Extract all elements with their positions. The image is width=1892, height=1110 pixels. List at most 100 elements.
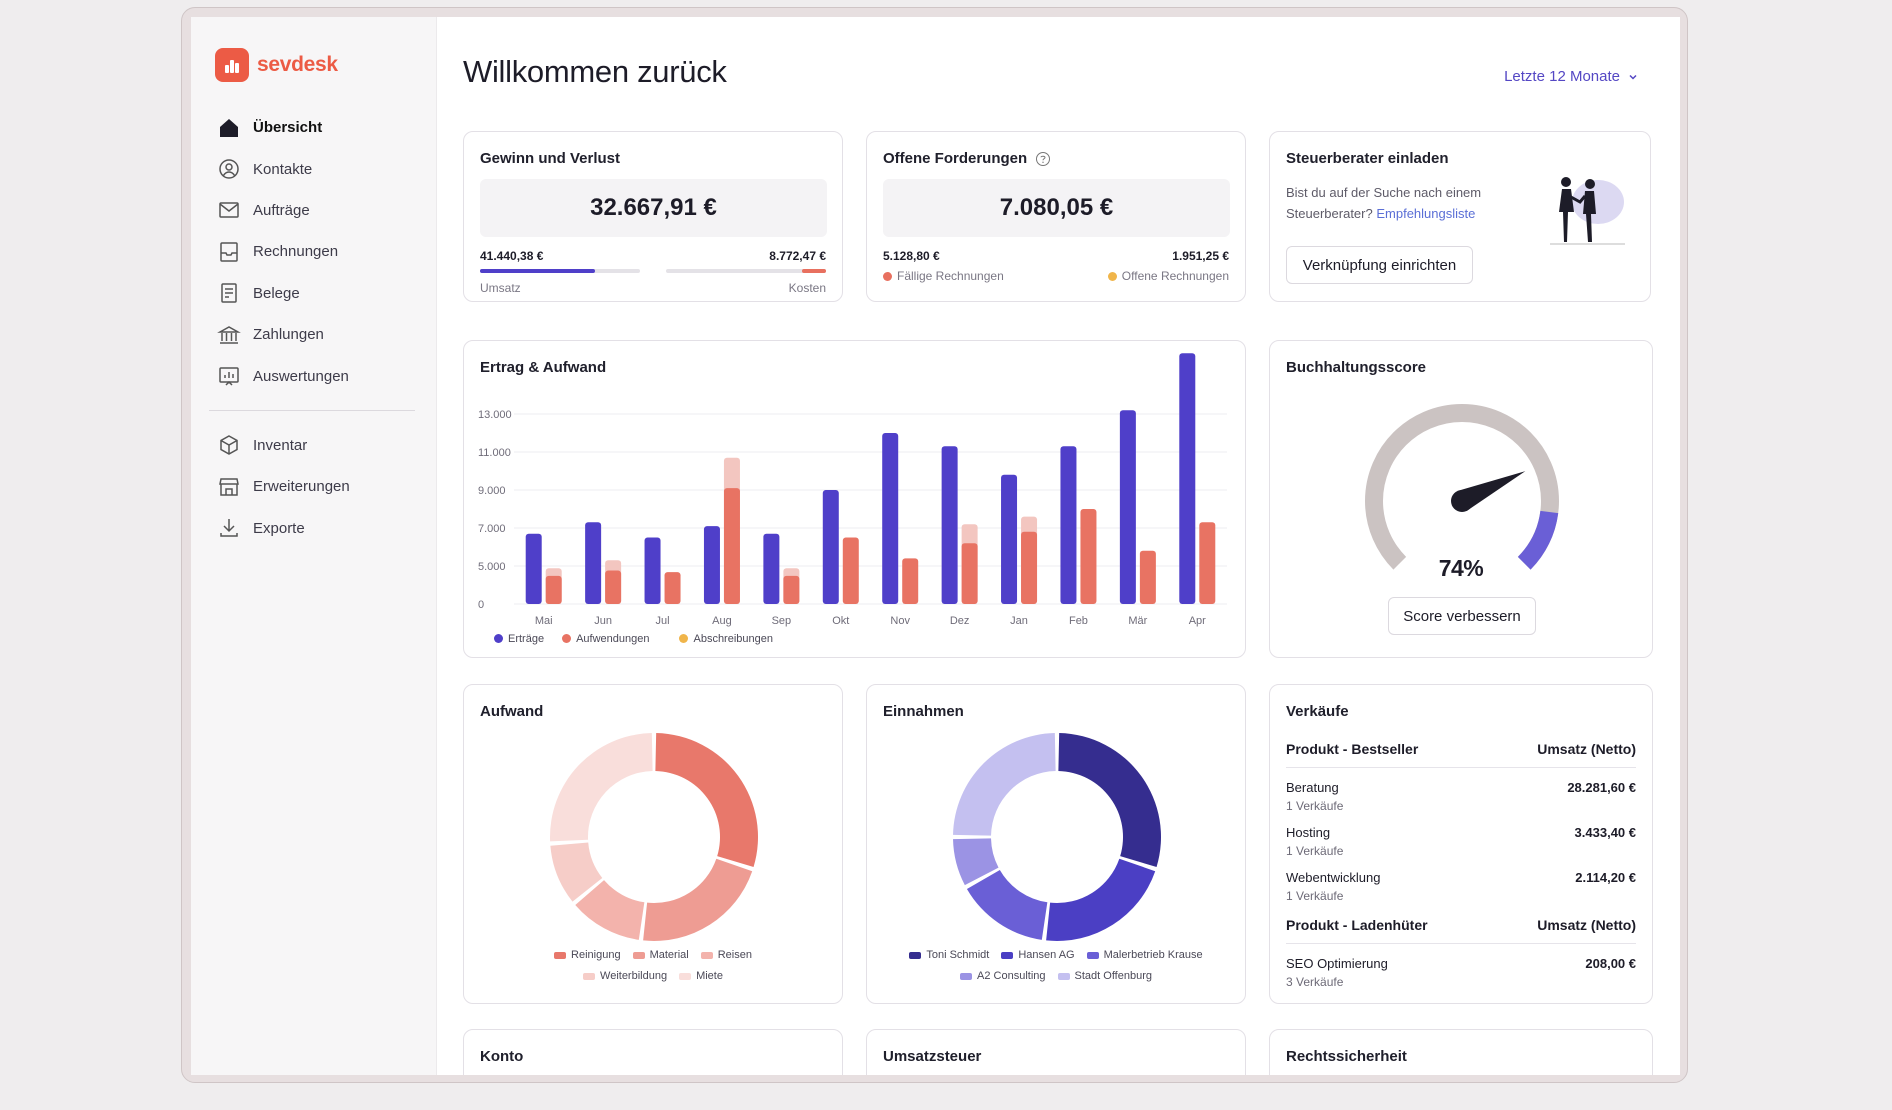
card-buchhaltungsscore: Buchhaltungsscore 74% Score verbessern — [1269, 340, 1653, 658]
logo-text: sevdesk — [257, 53, 338, 76]
legend-label: Hansen AG — [1018, 949, 1075, 961]
sidebar-item-kontakte[interactable]: Kontakte — [217, 148, 427, 189]
receipt-icon — [221, 283, 237, 303]
legend-label: A2 Consulting — [977, 970, 1046, 982]
bar-aufwendungen — [783, 575, 800, 604]
sidebar-item-label: Erweiterungen — [253, 478, 350, 496]
bar-ertraege — [644, 537, 661, 604]
card-verkaeufe: Verkäufe Produkt - Bestseller Umsatz (Ne… — [1269, 684, 1653, 1004]
legend-item-ertraege: Erträge — [494, 633, 544, 645]
ladenhueter-header-label: Produkt - Ladenhüter — [1286, 917, 1428, 933]
bar-aufwendungen — [1199, 522, 1216, 604]
home-icon — [220, 118, 238, 137]
red-dot-icon — [883, 272, 892, 281]
sidebar: sevdesk Übersicht Kontakte Aufträge Rech… — [191, 17, 437, 1075]
sidebar-item-auftraege[interactable]: Aufträge — [217, 190, 427, 231]
legend-item: Reisen — [700, 949, 752, 961]
contacts-icon — [219, 159, 239, 179]
sidebar-item-erweiterungen[interactable]: Erweiterungen — [217, 466, 427, 507]
red-dot-icon — [562, 634, 572, 643]
sidebar-item-inventar[interactable]: Inventar — [217, 425, 427, 466]
empfehlungsliste-link[interactable]: Empfehlungsliste — [1376, 206, 1476, 221]
swatch-icon — [1057, 973, 1070, 980]
score-verbessern-button[interactable]: Score verbessern — [1388, 597, 1536, 635]
logo-mark-icon — [215, 48, 249, 82]
product-name: Beratung — [1286, 780, 1339, 795]
product-sales: 1 Verkäufe — [1286, 889, 1344, 903]
umsatz-label: Umsatz — [480, 281, 521, 295]
steuerberater-text-2: Steuerberater? — [1286, 206, 1373, 221]
list-item[interactable]: Beratung 1 Verkäufe 28.281,60 € — [1286, 780, 1636, 813]
legend-item: Toni Schmidt — [909, 949, 989, 961]
sidebar-item-uebersicht[interactable]: Übersicht — [217, 107, 427, 148]
chevron-down-icon — [1629, 74, 1637, 80]
box-icon — [220, 435, 238, 456]
card-title: Konto — [480, 1048, 524, 1065]
list-item[interactable]: Webentwicklung 1 Verkäufe 2.114,20 € — [1286, 870, 1636, 903]
y-tick-label: 5.000 — [478, 561, 506, 573]
card-offene-forderungen: Offene Forderungen 7.080,05 € 5.128,80 €… — [866, 131, 1246, 302]
sidebar-item-label: Rechnungen — [253, 243, 339, 261]
product-revenue: 28.281,60 € — [1567, 780, 1636, 795]
x-tick-label: Mär — [1128, 615, 1147, 627]
kosten-bar-fill — [802, 269, 826, 273]
product-sales: 1 Verkäufe — [1286, 844, 1344, 858]
bar-aufwendungen — [605, 570, 622, 604]
sidebar-item-zahlungen[interactable]: Zahlungen — [217, 314, 427, 355]
list-item[interactable]: Hosting 1 Verkäufe 3.433,40 € — [1286, 825, 1636, 858]
orange-dot-icon — [1107, 272, 1117, 281]
sidebar-item-auswertungen[interactable]: Auswertungen — [217, 355, 427, 396]
card-title: Buchhaltungsscore — [1286, 359, 1427, 376]
card-title: Steuerberater einladen — [1286, 150, 1449, 167]
bar-ertraege — [1119, 410, 1136, 604]
bar-ertraege — [585, 522, 602, 604]
bar-ertraege — [1060, 446, 1077, 604]
sidebar-item-belege[interactable]: Belege — [217, 273, 427, 314]
ladenhueter-header: Produkt - Ladenhüter Umsatz (Netto) — [1286, 917, 1636, 933]
sidebar-item-label: Belege — [253, 284, 300, 302]
card-aufwand: Aufwand Reinigung Material Reisen Weiter… — [463, 684, 843, 1004]
card-title: Gewinn und Verlust — [480, 150, 621, 167]
umsatz-bar-fill — [480, 269, 596, 273]
logo[interactable]: sevdesk — [215, 48, 338, 82]
help-icon[interactable] — [1035, 151, 1051, 167]
bar-aufwendungen — [902, 558, 919, 604]
x-tick-label: Jan — [1010, 615, 1028, 627]
sidebar-item-rechnungen[interactable]: Rechnungen — [217, 231, 427, 272]
bar-ertraege — [1001, 474, 1018, 604]
x-tick-label: Okt — [832, 615, 849, 627]
donut-slice — [966, 870, 1048, 940]
x-tick-label: Aug — [712, 615, 732, 627]
y-tick-label: 13.000 — [478, 409, 512, 421]
x-tick-label: Dez — [950, 615, 970, 627]
swatch-icon — [1086, 952, 1099, 959]
bar-ertraege — [822, 490, 839, 604]
donut-slice — [1046, 858, 1156, 941]
legend-label: Abschreibungen — [693, 633, 773, 645]
invoice-icon — [220, 242, 238, 262]
card-rechtssicherheit: Rechtssicherheit — [1269, 1029, 1653, 1075]
x-tick-label: Feb — [1069, 615, 1088, 627]
list-item[interactable]: SEO Optimierung 3 Verkäufe 208,00 € — [1286, 956, 1636, 989]
verknuepfung-button[interactable]: Verknüpfung einrichten — [1286, 246, 1473, 284]
bar-aufwendungen — [664, 572, 681, 604]
bar-aufwendungen — [723, 488, 740, 604]
swatch-icon — [1001, 952, 1014, 959]
legend-item: Hansen AG — [1001, 949, 1075, 961]
nav-divider — [209, 409, 415, 411]
swatch-icon — [909, 952, 922, 959]
swatch-icon — [554, 952, 567, 959]
einnahmen-legend: Toni Schmidt Hansen AG Malerbetrieb Krau… — [867, 949, 1245, 961]
faellig-value: 5.128,80 € — [883, 249, 940, 263]
bar-ertraege — [703, 526, 720, 604]
legend-item-abschreibungen: Abschreibungen — [679, 633, 773, 645]
sidebar-item-exporte[interactable]: Exporte — [217, 508, 427, 549]
kosten-bar — [666, 269, 826, 273]
legend-label: Miete — [696, 970, 723, 982]
period-select[interactable]: Letzte 12 Monate — [1504, 68, 1638, 85]
legend-label: Reisen — [717, 949, 752, 961]
bar-ertraege — [882, 433, 899, 604]
bar-ertraege — [941, 446, 958, 604]
product-sales: 1 Verkäufe — [1286, 799, 1344, 813]
page-title: Willkommen zurück — [463, 54, 727, 89]
